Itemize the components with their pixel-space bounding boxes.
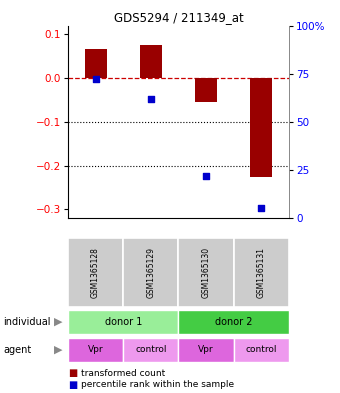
Text: Vpr: Vpr xyxy=(88,345,103,354)
Text: donor 2: donor 2 xyxy=(215,317,253,327)
Bar xyxy=(140,45,162,78)
Text: Vpr: Vpr xyxy=(198,345,214,354)
Text: GSM1365128: GSM1365128 xyxy=(91,247,100,298)
Point xyxy=(203,173,209,179)
Bar xyxy=(195,78,217,102)
Title: GDS5294 / 211349_at: GDS5294 / 211349_at xyxy=(114,11,243,24)
Point xyxy=(148,95,154,102)
Point xyxy=(93,76,98,83)
Text: ▶: ▶ xyxy=(54,345,63,355)
Text: GSM1365130: GSM1365130 xyxy=(202,246,210,298)
Text: agent: agent xyxy=(3,345,32,355)
Bar xyxy=(250,78,272,176)
Text: GSM1365129: GSM1365129 xyxy=(147,247,155,298)
Text: individual: individual xyxy=(3,317,51,327)
Text: ▶: ▶ xyxy=(54,317,63,327)
Text: GSM1365131: GSM1365131 xyxy=(257,247,266,298)
Text: control: control xyxy=(135,345,167,354)
Bar xyxy=(85,49,107,78)
Text: ■: ■ xyxy=(68,380,77,389)
Text: transformed count: transformed count xyxy=(81,369,165,378)
Text: percentile rank within the sample: percentile rank within the sample xyxy=(81,380,234,389)
Text: donor 1: donor 1 xyxy=(105,317,142,327)
Text: ■: ■ xyxy=(68,368,77,378)
Text: control: control xyxy=(245,345,277,354)
Point xyxy=(259,205,264,211)
